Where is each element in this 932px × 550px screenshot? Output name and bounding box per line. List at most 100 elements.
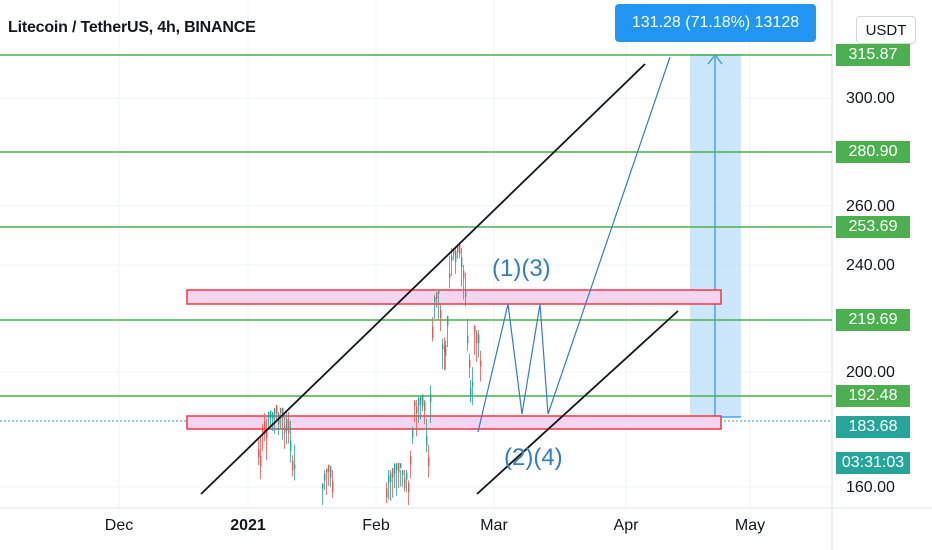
candle-body <box>398 462 400 473</box>
candle-body <box>469 359 471 368</box>
candle-body <box>328 464 330 472</box>
candle-body <box>330 466 332 478</box>
candle-body <box>270 410 272 418</box>
price-tag-level: 280.90 <box>836 141 910 163</box>
candle-body <box>276 404 278 415</box>
candle-body <box>324 473 326 481</box>
candle-body <box>434 296 436 302</box>
candle-body <box>455 250 457 263</box>
bar-countdown-tag: 03:31:03 <box>836 452 910 474</box>
candle-body <box>459 243 461 255</box>
candle-body <box>394 463 396 475</box>
candle-body <box>326 468 328 473</box>
candle-body <box>332 481 334 493</box>
candle-body <box>404 478 406 489</box>
price-tag-level: 192.48 <box>836 385 910 407</box>
candle-body <box>463 270 465 279</box>
wave-label-2-4: (2)(4) <box>504 444 563 471</box>
candle-body <box>422 394 424 407</box>
channel-lower-line[interactable] <box>476 310 679 495</box>
price-tag-level: 315.87 <box>836 44 910 66</box>
candle-body <box>476 332 478 344</box>
candle-body <box>472 381 474 387</box>
candle-body <box>449 273 451 278</box>
candle-body <box>440 309 442 319</box>
price-tag-level: 219.69 <box>836 309 910 331</box>
candle-body <box>428 457 430 466</box>
candle-body <box>474 325 476 333</box>
projection-path[interactable] <box>477 56 671 433</box>
candle-body <box>266 429 268 438</box>
candle-body <box>424 401 426 411</box>
candle-body <box>290 440 292 451</box>
candle-body <box>416 406 418 414</box>
candle-body <box>274 408 276 414</box>
candle-body <box>480 360 482 367</box>
candle-body <box>410 456 412 465</box>
candle-body <box>286 419 288 432</box>
price-tag-level: 253.69 <box>836 216 910 238</box>
candle-body <box>444 347 446 353</box>
candle-body <box>457 245 459 253</box>
candle-body <box>272 413 274 419</box>
candle-body <box>260 455 262 467</box>
candle-body <box>467 335 469 344</box>
channel-upper-line[interactable] <box>200 63 646 495</box>
candle-body <box>426 435 428 446</box>
candle-body <box>445 345 447 357</box>
candle-body <box>402 470 404 475</box>
candle-body <box>438 289 440 295</box>
candle-body <box>284 425 286 433</box>
candle-body <box>386 488 388 498</box>
time-tick: Apr <box>613 517 639 534</box>
last-price-tag: 183.68 <box>836 416 910 438</box>
level-lines[interactable] <box>0 54 832 397</box>
candle-body <box>451 255 453 262</box>
measure-label: 131.28 (71.18%) 13128 <box>615 4 816 42</box>
candle-body <box>470 388 472 397</box>
candle-body <box>408 483 410 492</box>
candle-body <box>420 396 422 404</box>
candle-body <box>406 472 408 480</box>
candle-body <box>442 344 444 350</box>
candle-body <box>292 460 294 471</box>
candle-body <box>282 407 284 419</box>
resistance-zone[interactable] <box>186 289 722 305</box>
candle-body <box>412 429 414 438</box>
candle-body <box>322 483 324 489</box>
candle-body <box>447 315 449 326</box>
candle-body <box>264 421 266 433</box>
price-tick: 260.00 <box>846 198 895 215</box>
support-zone[interactable] <box>186 415 722 430</box>
time-tick: May <box>734 517 766 534</box>
time-tick: Dec <box>104 517 134 534</box>
time-tick: Feb <box>362 517 390 534</box>
price-tick: 160.00 <box>846 479 895 496</box>
candle-body <box>390 472 392 482</box>
candle-body <box>262 426 264 433</box>
candle-body <box>414 401 416 406</box>
wave-label-1-3: (1)(3) <box>492 255 551 282</box>
candle-body <box>396 463 398 471</box>
candle-body <box>400 463 402 469</box>
time-tick: 2021 <box>230 517 266 534</box>
candle-body <box>461 257 463 268</box>
candle-body <box>453 247 455 255</box>
time-tick: Mar <box>480 517 508 534</box>
price-tick: 200.00 <box>846 364 895 381</box>
candle-body <box>465 290 467 297</box>
chart-title: Litecoin / TetherUS, 4h, BINANCE <box>8 19 256 36</box>
candle-body <box>478 334 480 344</box>
price-tick: 240.00 <box>846 257 895 274</box>
candle-body <box>280 407 282 413</box>
price-tick: 300.00 <box>846 90 895 107</box>
candlestick-series <box>258 243 482 505</box>
candle-body <box>392 467 394 478</box>
candle-body <box>294 464 296 469</box>
candle-body <box>436 292 438 300</box>
candle-body <box>418 397 420 407</box>
candle-body <box>258 449 260 458</box>
currency-button[interactable]: USDT <box>856 16 916 44</box>
candle-body <box>430 394 432 403</box>
